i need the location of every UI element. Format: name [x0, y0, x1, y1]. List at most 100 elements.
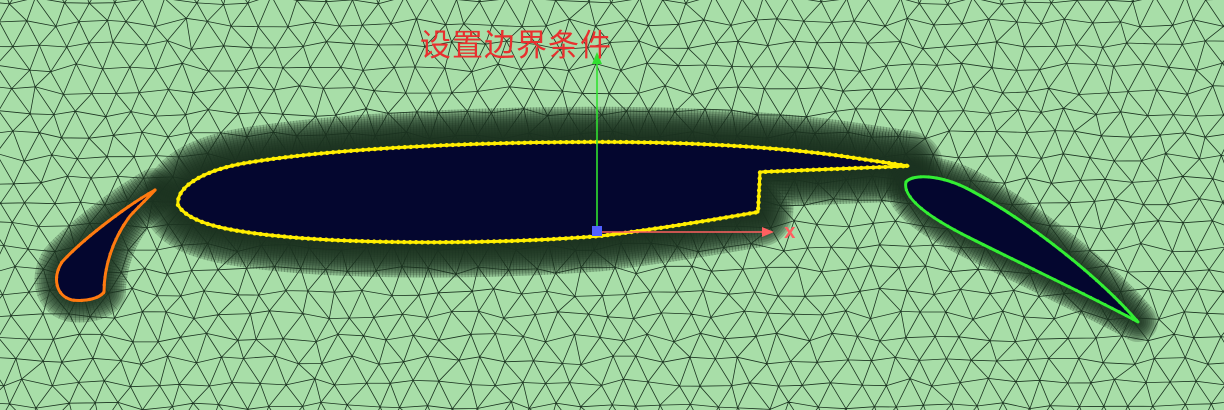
- boundary-node: [354, 238, 359, 244]
- boundary-node: [747, 211, 752, 216]
- boundary-node: [1101, 284, 1105, 288]
- boundary-node: [389, 239, 395, 245]
- boundary-node: [324, 237, 329, 242]
- boundary-node: [889, 164, 894, 169]
- boundary-node: [485, 239, 491, 244]
- boundary-node: [258, 231, 263, 237]
- boundary-node: [182, 186, 187, 191]
- boundary-node: [1060, 281, 1064, 285]
- boundary-node: [283, 155, 288, 160]
- boundary-node: [974, 239, 978, 243]
- boundary-node: [318, 237, 323, 242]
- boundary-node: [545, 237, 551, 242]
- boundary-node: [504, 141, 509, 146]
- boundary-node: [312, 236, 317, 242]
- boundary-node: [904, 180, 908, 184]
- boundary-node: [546, 140, 551, 145]
- boundary-node: [738, 144, 743, 149]
- boundary-node: [712, 217, 717, 222]
- boundary-node: [851, 155, 856, 160]
- boundary-node: [835, 166, 840, 172]
- boundary-node: [122, 223, 126, 227]
- boundary-node: [756, 206, 761, 211]
- boundary-node: [516, 140, 521, 146]
- boundary-node: [276, 233, 281, 239]
- boundary-node: [877, 165, 882, 170]
- boundary-node: [438, 143, 443, 148]
- boundary-node: [821, 151, 826, 156]
- boundary-node: [425, 240, 431, 245]
- boundary-node: [1103, 303, 1107, 307]
- boundary-node: [224, 165, 229, 170]
- boundary-node: [72, 298, 76, 302]
- boundary-node: [540, 140, 545, 145]
- boundary-node: [1134, 318, 1138, 322]
- boundary-node: [1010, 257, 1014, 261]
- boundary-node: [965, 186, 969, 190]
- boundary-node: [1082, 292, 1086, 296]
- boundary-node: [741, 212, 747, 217]
- boundary-node: [1013, 215, 1017, 219]
- boundary-node: [904, 188, 909, 192]
- boundary-node: [859, 165, 864, 171]
- boundary-node: [793, 168, 798, 173]
- boundary-node: [205, 221, 210, 227]
- boundary-node: [228, 227, 234, 232]
- boundary-node: [756, 145, 761, 150]
- boundary-node: [1124, 314, 1128, 318]
- boundary-node: [365, 239, 371, 244]
- boundary-node: [972, 190, 976, 194]
- flap-element[interactable]: [904, 175, 1140, 324]
- boundary-node: [348, 238, 353, 243]
- boundary-node: [642, 140, 647, 145]
- boundary-node: [1131, 317, 1135, 321]
- boundary-node: [196, 175, 201, 181]
- boundary-node: [690, 141, 695, 146]
- boundary-node: [708, 142, 713, 147]
- boundary-node: [981, 243, 985, 247]
- boundary-node: [306, 236, 311, 241]
- boundary-node: [576, 139, 581, 145]
- boundary-node: [744, 144, 749, 149]
- boundary-node: [557, 236, 562, 241]
- boundary-node: [570, 139, 575, 145]
- boundary-node: [833, 153, 838, 158]
- boundary-node: [360, 147, 366, 153]
- boundary-node: [1053, 278, 1057, 282]
- boundary-node: [1110, 306, 1114, 310]
- boundary-node: [330, 237, 335, 243]
- boundary-node: [750, 144, 755, 150]
- boundary-node: [587, 234, 592, 239]
- boundary-node: [611, 232, 616, 237]
- boundary-node: [101, 291, 106, 295]
- boundary-node: [175, 202, 181, 208]
- boundary-node: [64, 296, 68, 300]
- boundary-node: [199, 219, 205, 225]
- boundary-node: [647, 227, 652, 232]
- boundary-node: [510, 140, 515, 146]
- boundary-node: [188, 214, 194, 220]
- boundary-node: [498, 141, 503, 146]
- boundary-node: [757, 170, 763, 175]
- boundary-node: [904, 163, 909, 168]
- x-axis-label: X: [784, 224, 796, 242]
- boundary-node: [420, 144, 425, 149]
- boundary-node: [1123, 306, 1128, 310]
- boundary-node: [664, 224, 670, 230]
- boundary-node: [723, 215, 729, 220]
- boundary-node: [461, 239, 467, 245]
- boundary-node: [564, 140, 569, 145]
- boundary-node: [120, 209, 124, 213]
- boundary-node: [853, 165, 858, 171]
- boundary-node: [419, 240, 425, 245]
- boundary-node: [58, 290, 63, 295]
- boundary-node: [581, 235, 586, 240]
- boundary-node: [486, 141, 491, 146]
- boundary-node: [676, 222, 681, 228]
- boundary-node: [378, 146, 384, 151]
- boundary-node: [720, 143, 725, 148]
- boundary-node: [336, 238, 341, 243]
- boundary-node: [295, 153, 300, 159]
